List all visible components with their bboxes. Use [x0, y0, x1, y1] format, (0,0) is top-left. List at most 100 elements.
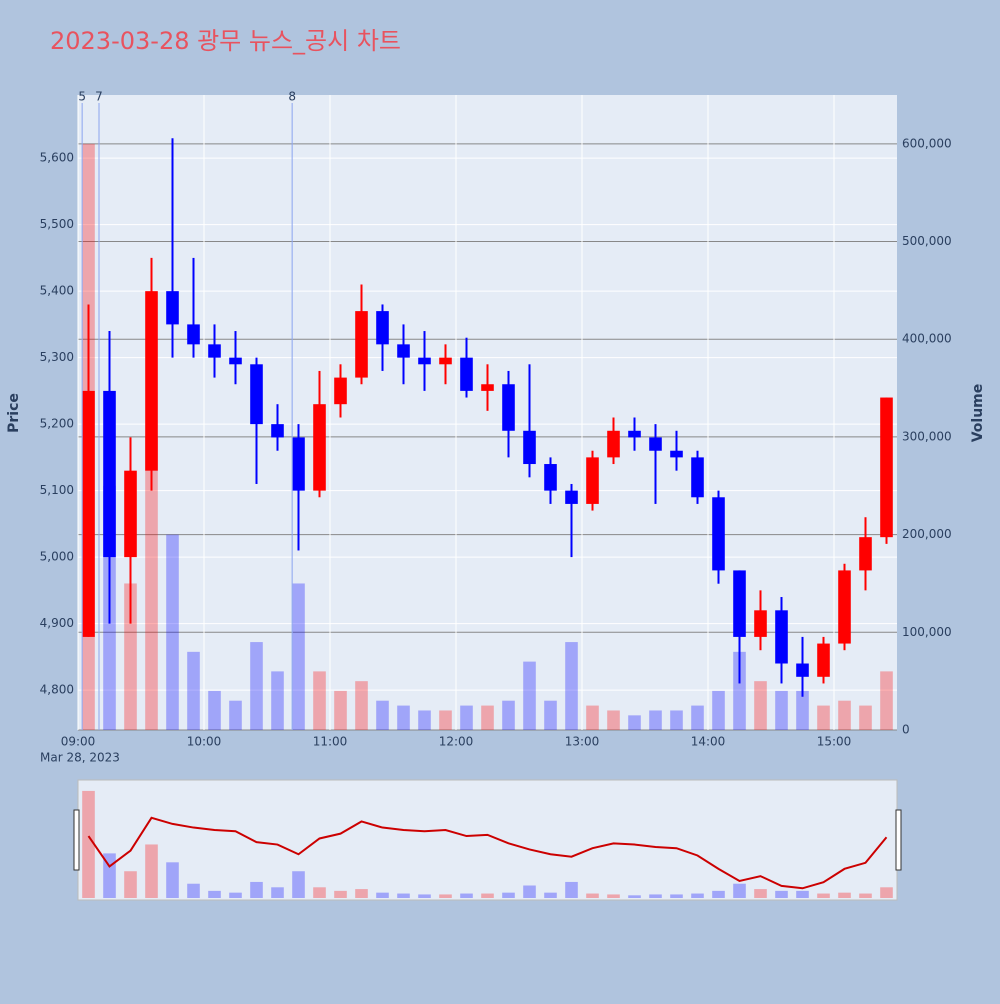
y-tick-label: 5,600: [40, 151, 74, 165]
slider-volume-bar: [754, 889, 767, 898]
news-marker-label: 5: [78, 90, 86, 104]
volume-bar: [460, 705, 473, 730]
slider-volume-bar: [145, 844, 158, 898]
volume-bar: [523, 661, 536, 730]
volume-bar: [775, 690, 788, 730]
candle-body: [880, 397, 893, 538]
volume-bar: [481, 705, 494, 730]
slider-price-line: [87, 816, 888, 890]
candle-body: [733, 570, 746, 637]
x-tick-label: 13:00: [565, 735, 600, 749]
volume-bar: [187, 651, 200, 730]
slider-volume-bar: [838, 892, 851, 898]
candle-body: [691, 457, 704, 498]
slider-volume-bar: [859, 893, 872, 898]
slider-volume-bar: [334, 890, 347, 898]
volume-bar: [334, 690, 347, 730]
volume-bar: [859, 705, 872, 730]
y-tick-label: 5,100: [40, 483, 74, 497]
candle-body: [397, 344, 410, 358]
y-tick-label: 5,300: [40, 350, 74, 364]
volume-bar: [649, 710, 662, 730]
volume-bar: [145, 436, 158, 730]
volume-bar: [712, 690, 725, 730]
slider-volume-bar: [166, 862, 179, 898]
slider-volume-bar: [565, 881, 578, 898]
slider-volume-bar: [586, 893, 599, 898]
slider-volume-bar: [313, 887, 326, 898]
candle-body: [586, 457, 599, 504]
range-slider[interactable]: [77, 779, 898, 901]
volume-bar: [628, 715, 641, 730]
volume-bar: [418, 710, 431, 730]
y2-tick-label: 500,000: [902, 234, 952, 248]
volume-bar: [229, 700, 242, 730]
slider-volume-bar: [397, 893, 410, 898]
volume-bar: [817, 705, 830, 730]
candle-body: [565, 490, 578, 504]
slider-volume-bar: [607, 894, 620, 898]
volume-bar: [292, 583, 305, 730]
volume-bar: [607, 710, 620, 730]
slider-volume-bar: [670, 894, 683, 898]
slider-volume-bar: [439, 894, 452, 898]
candle-body: [82, 390, 95, 637]
candle-body: [481, 384, 494, 391]
x-tick-label: 10:00: [187, 735, 222, 749]
candle-body: [313, 404, 326, 491]
slider-volume-bar: [523, 885, 536, 898]
slider-volume-bar: [376, 892, 389, 898]
x-tick-label: 15:00: [817, 735, 852, 749]
slider-volume-bar: [460, 893, 473, 898]
x-tick-label: 11:00: [313, 735, 348, 749]
slider-handle-right[interactable]: [895, 809, 902, 871]
slider-handle-left[interactable]: [73, 809, 80, 871]
x-tick-label: 09:00: [61, 735, 96, 749]
candle-body: [607, 430, 620, 458]
slider-volume-bar: [481, 893, 494, 898]
slider-volume-bar: [502, 892, 515, 898]
news-marker-label: 8: [288, 90, 296, 104]
candle-body: [145, 291, 158, 471]
candle-body: [250, 364, 263, 425]
chart-title: 2023-03-28 광무 뉴스_공시 차트: [50, 27, 401, 55]
candle-body: [334, 377, 347, 405]
news-marker-label: 7: [95, 90, 103, 104]
y2-tick-label: 400,000: [902, 332, 952, 346]
slider-volume-bar: [796, 890, 809, 898]
candle-body: [817, 643, 830, 677]
candle-body: [502, 384, 515, 431]
candle-body: [376, 311, 389, 345]
y2-tick-label: 600,000: [902, 136, 952, 150]
volume-bar: [586, 705, 599, 730]
slider-volume-bar: [208, 890, 221, 898]
y2-tick-label: 200,000: [902, 527, 952, 541]
slider-volume-bar: [733, 883, 746, 898]
slider-volume-bar: [817, 893, 830, 898]
volume-bar: [355, 681, 368, 730]
candle-body: [460, 357, 473, 391]
slider-volume-bar: [712, 890, 725, 898]
candle-body: [670, 450, 683, 458]
candle-body: [775, 610, 788, 664]
y-tick-label: 5,000: [40, 550, 74, 564]
volume-bar: [502, 700, 515, 730]
volume-bar: [439, 710, 452, 730]
slider-volume-bar: [271, 887, 284, 898]
slider-volume-bar: [775, 890, 788, 898]
slider-volume-bar: [250, 881, 263, 898]
candle-body: [292, 437, 305, 491]
candle-body: [124, 470, 137, 558]
candle-body: [208, 344, 221, 358]
y-axis-label: Price: [6, 393, 22, 433]
candle-body: [628, 430, 641, 438]
date-label: Mar 28, 2023: [40, 751, 120, 765]
candle-body: [418, 357, 431, 365]
volume-bar: [250, 642, 263, 730]
y-tick-label: 5,500: [40, 217, 74, 231]
slider-volume-bar: [229, 892, 242, 898]
volume-bar: [691, 705, 704, 730]
candle-body: [712, 497, 725, 571]
